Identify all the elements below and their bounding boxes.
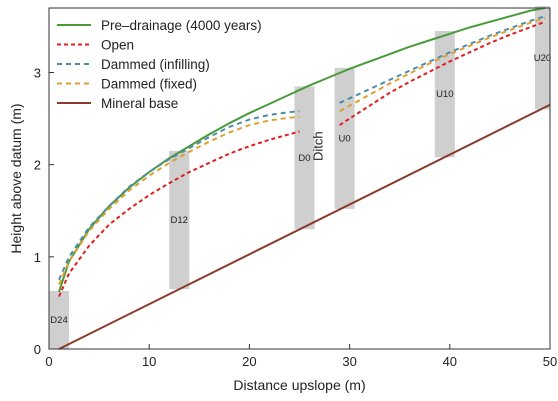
y-tick-label: 2 bbox=[34, 158, 41, 173]
series-line-3 bbox=[58, 17, 546, 285]
region-d12 bbox=[169, 150, 190, 290]
y-axis-label: Height above datum (m) bbox=[8, 103, 24, 253]
y-tick-label: 1 bbox=[34, 250, 41, 265]
region-u0 bbox=[334, 67, 355, 209]
plot-frame bbox=[48, 7, 551, 350]
series-line-4 bbox=[58, 103, 551, 350]
series-line-1 bbox=[58, 20, 546, 297]
x-tick-label: 20 bbox=[242, 354, 256, 369]
legend-label-3: Dammed (fixed) bbox=[101, 77, 197, 92]
annotation-ditch: Ditch bbox=[311, 131, 326, 161]
region-u10 bbox=[434, 31, 455, 158]
region-label-u20: U20 bbox=[534, 53, 551, 64]
legend-label-4: Mineral base bbox=[101, 96, 178, 111]
series-line-2 bbox=[58, 15, 546, 281]
region-label-d24: D24 bbox=[50, 315, 67, 326]
region-d24 bbox=[49, 290, 70, 349]
legend-label-2: Dammed (infilling) bbox=[101, 57, 210, 72]
region-label-u10: U10 bbox=[436, 89, 453, 100]
region-label-d12: D12 bbox=[171, 215, 188, 226]
legend: Pre–drainage (4000 years) Open Dammed (inf… bbox=[57, 18, 262, 111]
region-u20 bbox=[534, 6, 550, 110]
series-lines bbox=[58, 7, 551, 350]
x-tick-label: 10 bbox=[142, 354, 156, 369]
region-label-u0: U0 bbox=[339, 133, 351, 144]
x-tick-label: 50 bbox=[543, 354, 557, 369]
x-tick-label: 30 bbox=[342, 354, 356, 369]
region-label-d0: D0 bbox=[298, 153, 310, 164]
shaded-regions: D24 D12 D0 U0 U10 U20 bbox=[49, 6, 551, 349]
y-tick-label: 0 bbox=[34, 342, 41, 357]
legend-label-0: Pre–drainage (4000 years) bbox=[101, 18, 262, 33]
axes: 0 10 20 30 40 50 0 1 2 3 Distance upslope (m) Heigh… bbox=[8, 7, 557, 393]
x-tick-label: 0 bbox=[45, 354, 52, 369]
x-tick-label: 40 bbox=[443, 354, 457, 369]
y-tick-label: 3 bbox=[34, 66, 41, 81]
legend-label-1: Open bbox=[101, 38, 134, 53]
region-d0 bbox=[294, 86, 315, 230]
annotations: Ditch bbox=[311, 131, 326, 161]
x-axis-label: Distance upslope (m) bbox=[233, 377, 365, 393]
